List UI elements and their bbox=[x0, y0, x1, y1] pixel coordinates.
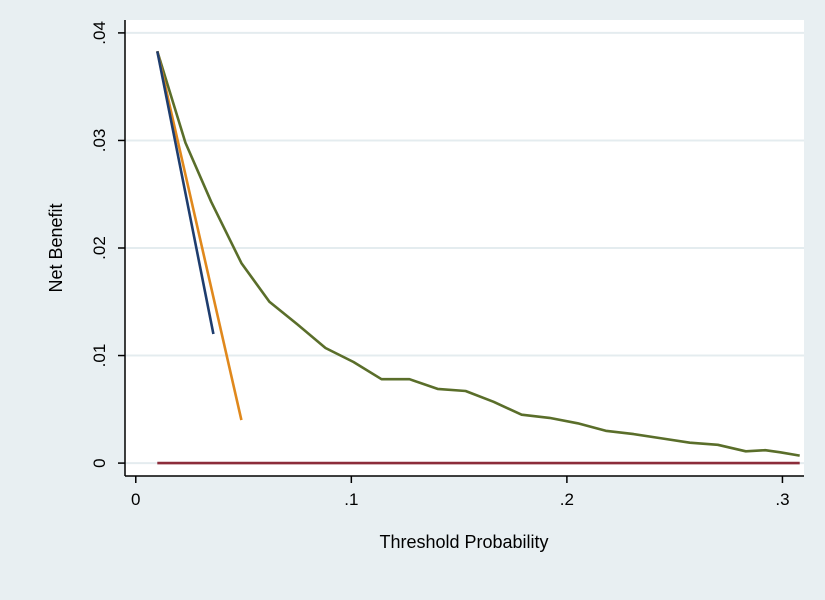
x-tick-label: .2 bbox=[560, 490, 574, 509]
x-tick-label: 0 bbox=[131, 490, 140, 509]
series-line-1 bbox=[156, 50, 800, 457]
axes: 0 .01 .02 .03 .04 0 .1 .2 .3 bbox=[90, 20, 804, 509]
x-axis-title: Threshold Probability bbox=[379, 532, 548, 552]
y-tick-label: .01 bbox=[90, 344, 109, 368]
y-tick-label: .04 bbox=[90, 21, 109, 45]
x-tick-label: .3 bbox=[775, 490, 789, 509]
y-axis-title: Net Benefit bbox=[46, 203, 66, 292]
series-lines bbox=[156, 50, 800, 465]
y-tick-label: .02 bbox=[90, 236, 109, 260]
y-tick-label: .03 bbox=[90, 129, 109, 153]
y-tick-label: 0 bbox=[90, 458, 109, 467]
series-line-2 bbox=[156, 50, 243, 421]
x-tick-label: .1 bbox=[344, 490, 358, 509]
series-line-3 bbox=[156, 50, 215, 335]
